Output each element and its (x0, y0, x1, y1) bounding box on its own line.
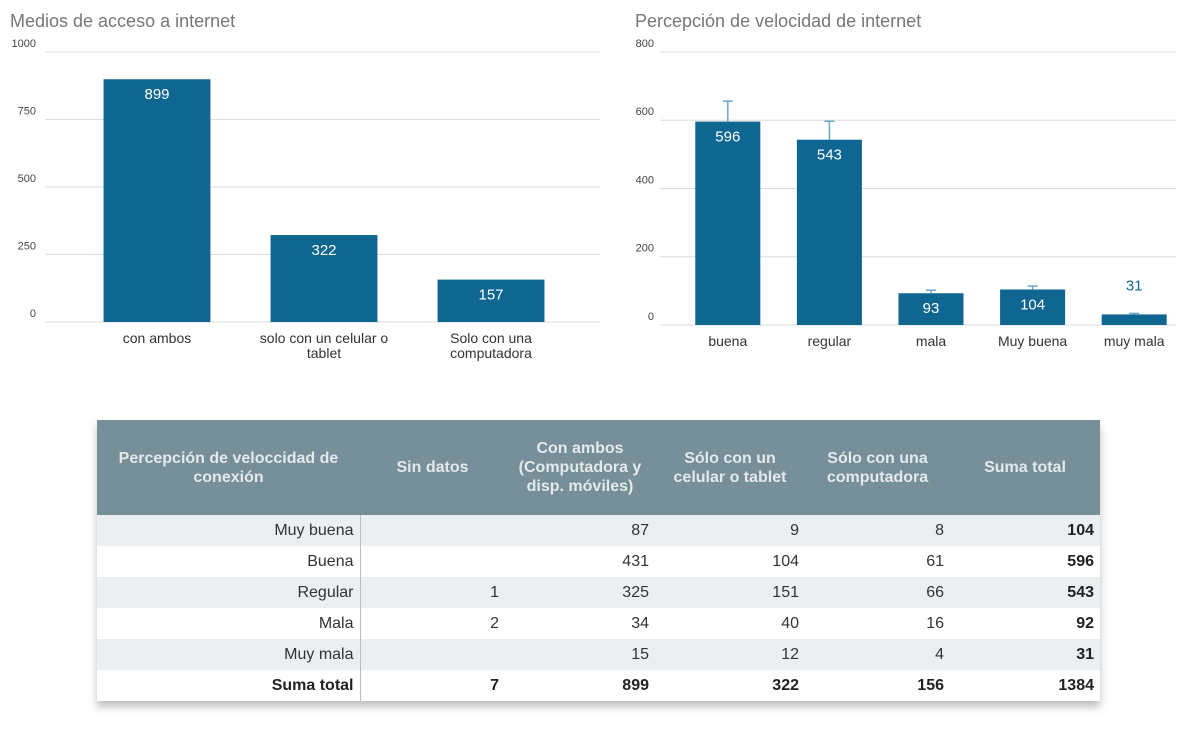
header-cell: Suma total (950, 420, 1100, 515)
table-row: Buena 431 104 61 596 (97, 546, 1100, 577)
data-label: 31 (1126, 277, 1143, 294)
table-cell: 151 (655, 577, 805, 608)
table-cell: 899 (505, 670, 655, 701)
table-cell: Regular (97, 577, 361, 608)
table-cell: 15 (505, 639, 655, 670)
table-row: Regular 1 325 151 66 543 (97, 577, 1100, 608)
y-tick-label: 750 (18, 105, 36, 117)
table-cell (360, 639, 505, 670)
table-cell: 2 (360, 608, 505, 639)
x-tick-label: buena (708, 333, 747, 349)
table-cell: 16 (805, 608, 950, 639)
table-cell: 9 (655, 515, 805, 546)
table-body: Muy buena 87 9 8 104 Buena 431 104 61 596 Regular 1… (97, 515, 1100, 701)
bar (1101, 314, 1167, 325)
table-row: Mala 2 34 40 16 92 (97, 608, 1100, 639)
header-cell: Sólo con un celular o tablet (655, 420, 805, 515)
table-cell: 543 (950, 577, 1100, 608)
table-cell: 4 (805, 639, 950, 670)
y-tick-label: 800 (636, 38, 654, 50)
header-cell: Sólo con una computadora (805, 420, 950, 515)
data-table: Percepción de veloccidad de conexión Sin … (97, 420, 1100, 701)
y-tick-label: 250 (18, 240, 36, 252)
table-cell: 156 (805, 670, 950, 701)
table-cell: Buena (97, 546, 361, 577)
table-cell: 322 (655, 670, 805, 701)
table-cell: 7 (360, 670, 505, 701)
table-cell: 325 (505, 577, 655, 608)
y-tick-label: 200 (636, 243, 654, 255)
table-cell: 92 (950, 608, 1100, 639)
table-cell: Mala (97, 608, 361, 639)
bar (1000, 289, 1066, 325)
table-row: Muy buena 87 9 8 104 (97, 515, 1100, 546)
bar (898, 293, 964, 325)
data-label: 322 (311, 242, 336, 259)
chart-title: Medios de acceso a internet (10, 11, 235, 31)
header-cell: Con ambos (Computadora y disp. móviles) (505, 420, 655, 515)
table-cell (360, 515, 505, 546)
x-tick-label: mala (916, 333, 947, 349)
table-cell (360, 546, 505, 577)
y-tick-label: 600 (636, 106, 654, 118)
table-cell: Muy buena (97, 515, 361, 546)
bar (695, 121, 761, 326)
table-cell: 8 (805, 515, 950, 546)
table-cell: 31 (950, 639, 1100, 670)
x-tick-label: Muy buena (998, 333, 1067, 349)
table-cell: 104 (950, 515, 1100, 546)
table-cell: 34 (505, 608, 655, 639)
x-tick-label: con ambos (123, 330, 191, 346)
y-tick-label: 500 (18, 173, 36, 185)
table-row: Suma total 7 899 322 156 1384 (97, 670, 1100, 701)
data-label: 157 (478, 287, 503, 304)
bar (796, 139, 862, 325)
charts: Medios de acceso a internet 0 250 500 750 100… (10, 11, 1176, 361)
data-label: 596 (715, 129, 740, 146)
table-cell: 87 (505, 515, 655, 546)
data-label: 104 (1020, 296, 1045, 313)
x-tick-label: muy mala (1104, 333, 1165, 349)
data-label: 543 (817, 147, 842, 164)
table-cell: 596 (950, 546, 1100, 577)
table-cell: 61 (805, 546, 950, 577)
header-cell: Percepción de veloccidad de conexión (97, 420, 360, 515)
table-cell: 431 (505, 546, 655, 577)
x-tick-label: regular (808, 333, 852, 349)
table-cell: 104 (655, 546, 805, 577)
bar (437, 279, 545, 322)
y-tick-label: 1000 (12, 38, 36, 50)
chart-title: Percepción de velocidad de internet (635, 11, 921, 31)
header-cell: Sin datos (360, 420, 505, 515)
table-cell: 66 (805, 577, 950, 608)
data-label: 93 (923, 300, 940, 317)
table-row: Muy mala 15 12 4 31 (97, 639, 1100, 670)
table-cell: 12 (655, 639, 805, 670)
table-cell: 40 (655, 608, 805, 639)
bar (103, 79, 211, 323)
y-tick-label: 0 (648, 311, 654, 323)
x-tick-label: Solo con una computadora (450, 330, 532, 361)
table-cell: Muy mala (97, 639, 361, 670)
header-row: Percepción de veloccidad de conexión Sin … (97, 420, 1100, 515)
table-cell: 1 (360, 577, 505, 608)
y-tick-label: 0 (30, 308, 36, 320)
table-cell: 1384 (950, 670, 1100, 701)
x-tick-label: solo con un celular o tablet (260, 330, 389, 361)
y-tick-label: 400 (636, 174, 654, 186)
table-cell: Suma total (97, 670, 361, 701)
data-label: 899 (144, 86, 169, 103)
bar (270, 235, 378, 322)
